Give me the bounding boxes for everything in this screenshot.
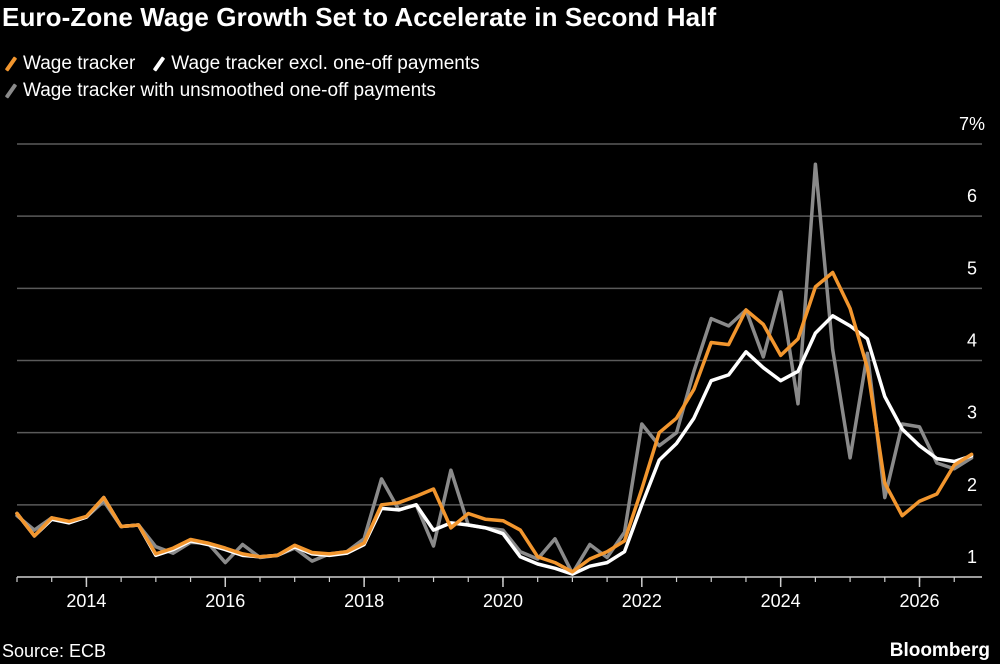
y-tick-label: 4 [967, 331, 977, 351]
y-tick-label: 6 [967, 186, 977, 206]
legend-label: Wage tracker with unsmoothed one-off pay… [23, 80, 436, 101]
y-tick-label: 3 [967, 403, 977, 423]
x-tick-label: 2024 [761, 591, 801, 611]
y-axis-labels: 1 2 3 4 5 6 7% [959, 114, 985, 567]
y-tick-label: 7% [959, 114, 985, 134]
x-tick-label: 2018 [344, 591, 384, 611]
x-tick-label: 2014 [66, 591, 106, 611]
legend-label: Wage tracker [23, 53, 136, 74]
legend-item-excl-one-off: Wage tracker excl. one-off payments [151, 50, 480, 77]
series-line-wage-tracker-excl-one-off-payments [15, 314, 974, 576]
series-line-wage-tracker-with-unsmoothed-one-off-payments [15, 162, 974, 576]
x-axis [16, 576, 982, 587]
legend-label: Wage tracker excl. one-off payments [171, 53, 480, 74]
y-tick-label: 1 [967, 547, 977, 567]
legend-item-wage-tracker: Wage tracker [3, 50, 135, 77]
legend: Wage tracker Wage tracker excl. one-off … [3, 50, 496, 104]
y-tick-label: 2 [967, 475, 977, 495]
x-tick-label: 2026 [899, 591, 939, 611]
chart-title: Euro-Zone Wage Growth Set to Accelerate … [2, 2, 717, 32]
x-tick-label: 2016 [205, 591, 245, 611]
source-note: Source: ECB [2, 641, 107, 661]
legend-item-unsmoothed: Wage tracker with unsmoothed one-off pay… [3, 77, 436, 104]
x-tick-label: 2022 [622, 591, 662, 611]
series-line-wage-tracker [15, 270, 974, 574]
bloomberg-logo: Bloomberg [889, 640, 990, 661]
x-tick-label: 2020 [483, 591, 523, 611]
gridlines [17, 143, 982, 506]
series-lines [15, 162, 974, 576]
y-tick-label: 5 [967, 258, 977, 278]
x-axis-labels: 2014 2016 2018 2020 2022 2024 2026 [66, 591, 939, 611]
